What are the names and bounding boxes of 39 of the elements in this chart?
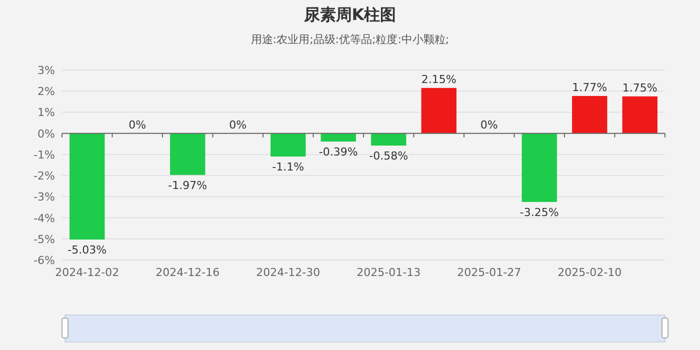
bar xyxy=(421,88,456,134)
y-tick-label: 0% xyxy=(38,127,55,140)
x-tick-label: 2024-12-02 xyxy=(55,266,120,279)
data-label: -3.25% xyxy=(520,206,559,219)
bar xyxy=(622,96,658,134)
data-label: 0% xyxy=(128,118,146,132)
bar xyxy=(371,133,406,146)
bar xyxy=(572,96,608,134)
y-tick-label: -5% xyxy=(34,232,55,246)
x-tick-label: 2025-01-27 xyxy=(457,266,522,279)
y-tick-label: -3% xyxy=(34,190,55,204)
x-tick-label: 2024-12-16 xyxy=(156,266,220,279)
data-label: -0.39% xyxy=(318,146,358,159)
data-label: -0.58% xyxy=(369,150,408,163)
y-tick-label: 1% xyxy=(38,106,55,120)
bar xyxy=(270,133,306,157)
y-tick-label: 3% xyxy=(38,64,55,77)
data-label: 0% xyxy=(480,118,498,132)
data-label: 1.75% xyxy=(622,81,658,94)
bar xyxy=(170,133,206,175)
chart-title: 尿素周K柱图 xyxy=(302,5,396,24)
bar xyxy=(522,133,557,202)
y-tick-label: 2% xyxy=(38,85,55,98)
y-tick-label: -2% xyxy=(34,170,55,183)
data-label: -1.1% xyxy=(272,160,304,174)
data-label: 0% xyxy=(229,118,247,132)
y-tick-label: -6% xyxy=(34,254,55,267)
data-label: 1.77% xyxy=(572,80,608,94)
y-tick-label: -4% xyxy=(34,212,55,225)
data-label: 2.15% xyxy=(421,72,456,86)
y-tick-label: -1% xyxy=(34,148,55,162)
x-tick-label: 2024-12-30 xyxy=(256,266,320,279)
bar xyxy=(70,133,105,240)
data-label: -1.97% xyxy=(168,178,208,192)
x-tick-label: 2025-01-13 xyxy=(356,266,421,279)
x-tick-label: 2025-02-10 xyxy=(558,266,622,279)
bar xyxy=(320,133,356,142)
chart-subtitle: 用途:农业用;品级:优等品;粒度:中小颗粒; xyxy=(250,33,450,46)
data-label: -5.03% xyxy=(68,244,107,257)
